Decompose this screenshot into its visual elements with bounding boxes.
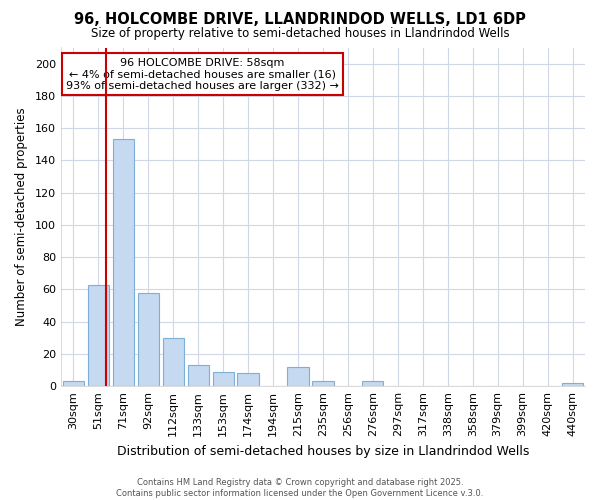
Y-axis label: Number of semi-detached properties: Number of semi-detached properties	[15, 108, 28, 326]
Bar	[88, 284, 109, 386]
X-axis label: Distribution of semi-detached houses by size in Llandrindod Wells: Distribution of semi-detached houses by …	[117, 444, 529, 458]
Text: 96 HOLCOMBE DRIVE: 58sqm
← 4% of semi-detached houses are smaller (16)
93% of se: 96 HOLCOMBE DRIVE: 58sqm ← 4% of semi-de…	[66, 58, 339, 91]
Text: 96, HOLCOMBE DRIVE, LLANDRINDOD WELLS, LD1 6DP: 96, HOLCOMBE DRIVE, LLANDRINDOD WELLS, L…	[74, 12, 526, 28]
Bar	[163, 338, 184, 386]
Bar	[362, 382, 383, 386]
Bar	[562, 383, 583, 386]
Bar	[137, 292, 159, 386]
Bar	[63, 382, 84, 386]
Bar	[313, 382, 334, 386]
Bar	[287, 367, 308, 386]
Text: Size of property relative to semi-detached houses in Llandrindod Wells: Size of property relative to semi-detach…	[91, 28, 509, 40]
Bar	[238, 374, 259, 386]
Text: Contains HM Land Registry data © Crown copyright and database right 2025.
Contai: Contains HM Land Registry data © Crown c…	[116, 478, 484, 498]
Bar	[113, 140, 134, 386]
Bar	[188, 365, 209, 386]
Bar	[212, 372, 234, 386]
